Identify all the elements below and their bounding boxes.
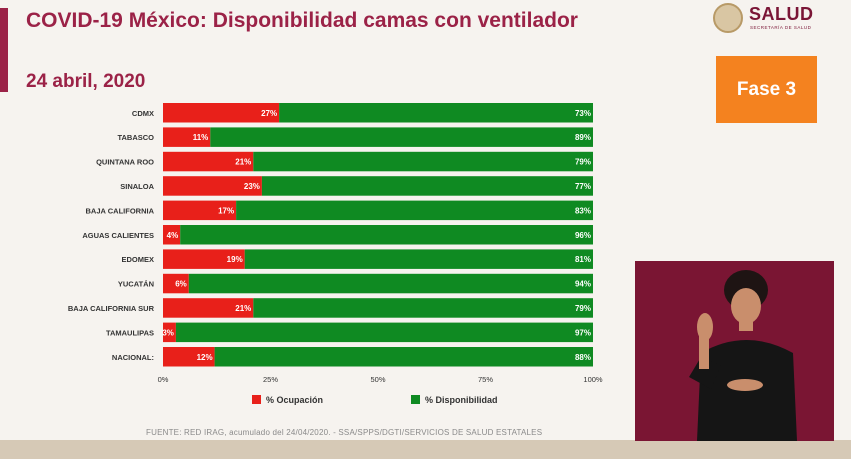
data-label-disponibilidad: 73% <box>575 109 591 118</box>
category-label: CDMX <box>132 109 154 118</box>
data-label-ocupacion: 21% <box>235 158 251 167</box>
report-date: 24 abril, 2020 <box>26 71 146 92</box>
category-label: QUINTANA ROO <box>96 158 154 167</box>
sign-language-interpreter-video <box>635 261 834 441</box>
legend-swatch-ocupacion <box>252 395 261 404</box>
bar-ocupacion <box>163 273 189 294</box>
category-label: EDOMEX <box>121 255 154 264</box>
data-label-ocupacion: 3% <box>162 328 174 337</box>
bar-disponibilidad <box>279 103 593 123</box>
data-label-ocupacion: 23% <box>244 182 260 191</box>
bar-disponibilidad <box>175 322 593 343</box>
data-label-disponibilidad: 88% <box>575 353 591 362</box>
bar-ocupacion <box>163 298 254 318</box>
phase-badge: Fase 3 <box>716 56 817 123</box>
category-label: SINALOA <box>120 182 154 191</box>
bar-disponibilidad <box>261 176 593 196</box>
category-label: NACIONAL: <box>112 353 154 362</box>
bar-disponibilidad <box>188 273 594 294</box>
category-label: TAMAULIPAS <box>106 328 154 337</box>
data-label-disponibilidad: 81% <box>575 255 591 264</box>
data-label-disponibilidad: 94% <box>575 280 591 289</box>
category-label: BAJA CALIFORNIA <box>86 206 155 215</box>
data-label-ocupacion: 4% <box>167 231 179 240</box>
bottom-strip <box>0 440 851 459</box>
legend-swatch-disponibilidad <box>411 395 420 404</box>
bar-ocupacion <box>163 347 215 367</box>
bar-disponibilidad <box>253 298 594 318</box>
bar-ocupacion <box>163 225 181 245</box>
source-note: FUENTE: RED IRAG, acumulado del 24/04/20… <box>146 428 543 437</box>
data-label-disponibilidad: 96% <box>575 231 591 240</box>
bar-disponibilidad <box>244 249 593 269</box>
bar-ocupacion <box>163 176 262 196</box>
bar-disponibilidad <box>214 347 593 367</box>
data-label-disponibilidad: 79% <box>575 158 591 167</box>
data-label-ocupacion: 19% <box>227 255 243 264</box>
bar-ocupacion <box>163 151 254 172</box>
x-tick-label: 25% <box>263 375 278 384</box>
category-label: YUCATÁN <box>118 280 154 289</box>
data-label-disponibilidad: 77% <box>575 182 591 191</box>
x-tick-label: 100% <box>583 375 603 384</box>
data-label-ocupacion: 6% <box>175 280 187 289</box>
bar-disponibilidad <box>180 225 593 245</box>
x-tick-label: 0% <box>158 375 169 384</box>
legend-label-ocupacion: % Ocupación <box>266 395 323 405</box>
data-label-ocupacion: 12% <box>197 353 213 362</box>
category-label: TABASCO <box>117 133 154 142</box>
interpreter-figure <box>689 270 797 441</box>
data-label-ocupacion: 21% <box>235 304 251 313</box>
category-label: BAJA CALIFORNIA SUR <box>68 304 155 313</box>
data-label-disponibilidad: 97% <box>575 328 591 337</box>
data-label-ocupacion: 27% <box>261 109 277 118</box>
bar-ocupacion <box>163 322 176 343</box>
bar-disponibilidad <box>236 200 593 221</box>
bar-disponibilidad <box>210 127 594 147</box>
data-label-disponibilidad: 79% <box>575 304 591 313</box>
page-title: COVID-19 México: Disponibilidad camas co… <box>26 9 578 32</box>
bar-disponibilidad <box>253 151 594 172</box>
title-accent-bar <box>0 8 8 92</box>
data-label-ocupacion: 11% <box>193 133 209 142</box>
salud-logo: SALUD SECRETARÍA DE SALUD <box>713 3 823 35</box>
data-label-ocupacion: 17% <box>218 206 234 215</box>
logo-wordmark: SALUD <box>749 4 814 24</box>
legend-label-disponibilidad: % Disponibilidad <box>425 395 498 405</box>
x-tick-label: 50% <box>370 375 385 384</box>
data-label-disponibilidad: 89% <box>575 133 591 142</box>
bar-ocupacion <box>163 249 245 269</box>
logo-subtext: SECRETARÍA DE SALUD <box>750 25 812 30</box>
seal-icon <box>713 3 743 33</box>
bar-ocupacion <box>163 127 211 147</box>
bar-ocupacion <box>163 200 237 221</box>
data-label-disponibilidad: 83% <box>575 206 591 215</box>
bar-ocupacion <box>163 103 280 123</box>
category-label: AGUAS CALIENTES <box>82 231 154 240</box>
x-tick-label: 75% <box>478 375 493 384</box>
